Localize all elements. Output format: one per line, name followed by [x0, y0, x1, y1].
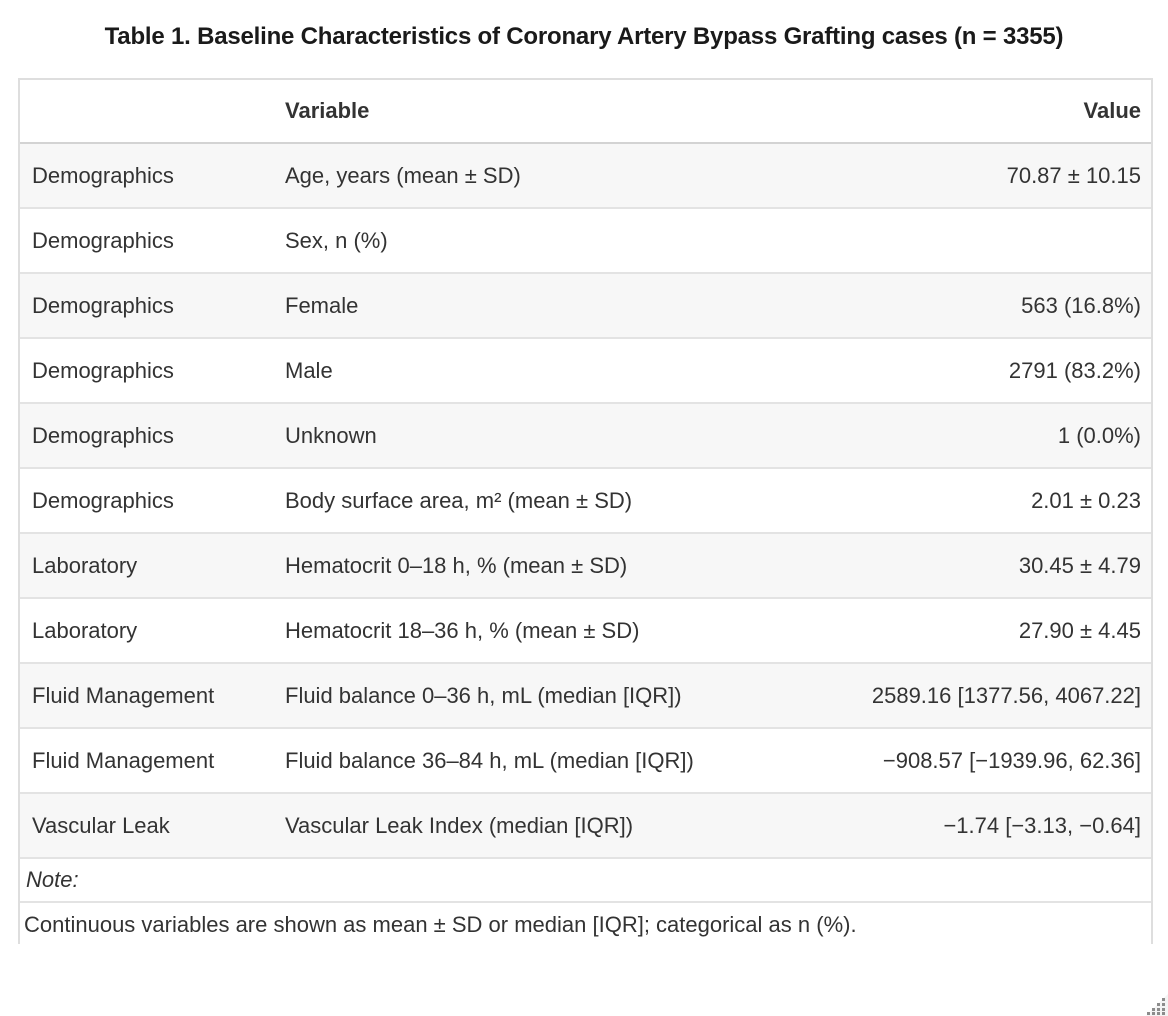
cell-value: [805, 208, 1151, 274]
table-row: Vascular Leak Vascular Leak Index (media…: [20, 793, 1151, 859]
table-row: Demographics Unknown 1 (0.0%): [20, 403, 1151, 469]
cell-variable: Hematocrit 18–36 h, % (mean ± SD): [273, 598, 805, 664]
cell-variable: Hematocrit 0–18 h, % (mean ± SD): [273, 533, 805, 599]
cell-value: −908.57 [−1939.96, 62.36]: [805, 728, 1151, 794]
table-container: Variable Value Demographics Age, years (…: [18, 78, 1153, 944]
cell-category: Demographics: [20, 208, 273, 274]
cell-category: Vascular Leak: [20, 793, 273, 859]
column-header-group: [20, 80, 273, 144]
cell-category: Demographics: [20, 338, 273, 404]
table-row: Demographics Male 2791 (83.2%): [20, 338, 1151, 404]
header-row: Variable Value: [20, 80, 1151, 144]
table-row: Demographics Sex, n (%): [20, 208, 1151, 274]
table-row: Laboratory Hematocrit 0–18 h, % (mean ± …: [20, 533, 1151, 599]
table-header: Variable Value: [20, 80, 1151, 144]
note-row: Note:: [20, 858, 1151, 903]
cell-category: Demographics: [20, 403, 273, 469]
table-row: Fluid Management Fluid balance 36–84 h, …: [20, 728, 1151, 794]
cell-category: Fluid Management: [20, 728, 273, 794]
column-header-variable: Variable: [273, 80, 805, 144]
cell-variable: Vascular Leak Index (median [IQR]): [273, 793, 805, 859]
page-title: Table 1. Baseline Characteristics of Cor…: [104, 23, 1064, 50]
table-row: Demographics Age, years (mean ± SD) 70.8…: [20, 143, 1151, 209]
cell-value: 2791 (83.2%): [805, 338, 1151, 404]
cell-variable: Fluid balance 36–84 h, mL (median [IQR]): [273, 728, 805, 794]
cell-value: 30.45 ± 4.79: [805, 533, 1151, 599]
cell-category: Laboratory: [20, 598, 273, 664]
cell-value: 563 (16.8%): [805, 273, 1151, 339]
cell-category: Fluid Management: [20, 663, 273, 729]
note-label: Note:: [20, 858, 1151, 903]
cell-category: Laboratory: [20, 533, 273, 599]
table-row: Demographics Female 563 (16.8%): [20, 273, 1151, 339]
cell-variable: Male: [273, 338, 805, 404]
cell-variable: Female: [273, 273, 805, 339]
cell-variable: Fluid balance 0–36 h, mL (median [IQR]): [273, 663, 805, 729]
table-row: Laboratory Hematocrit 18–36 h, % (mean ±…: [20, 598, 1151, 664]
cell-category: Demographics: [20, 468, 273, 534]
table-body: Demographics Age, years (mean ± SD) 70.8…: [20, 143, 1151, 859]
table-row: Fluid Management Fluid balance 0–36 h, m…: [20, 663, 1151, 729]
table-footer: Note: Continuous variables are shown as …: [20, 858, 1151, 944]
column-header-value: Value: [805, 80, 1151, 144]
cell-variable: Sex, n (%): [273, 208, 805, 274]
table-row: Demographics Body surface area, m² (mean…: [20, 468, 1151, 534]
cell-value: 2.01 ± 0.23: [805, 468, 1151, 534]
footnote-text: Continuous variables are shown as mean ±…: [20, 902, 1151, 944]
footnote-row: Continuous variables are shown as mean ±…: [20, 902, 1151, 944]
cell-value: −1.74 [−3.13, −0.64]: [805, 793, 1151, 859]
resize-grip-icon[interactable]: [1144, 992, 1168, 1016]
cell-value: 1 (0.0%): [805, 403, 1151, 469]
cell-value: 70.87 ± 10.15: [805, 143, 1151, 209]
cell-variable: Body surface area, m² (mean ± SD): [273, 468, 805, 534]
cell-category: Demographics: [20, 273, 273, 339]
cell-value: 2589.16 [1377.56, 4067.22]: [805, 663, 1151, 729]
baseline-characteristics-table: Variable Value Demographics Age, years (…: [20, 80, 1151, 944]
cell-value: 27.90 ± 4.45: [805, 598, 1151, 664]
cell-category: Demographics: [20, 143, 273, 209]
cell-variable: Unknown: [273, 403, 805, 469]
cell-variable: Age, years (mean ± SD): [273, 143, 805, 209]
